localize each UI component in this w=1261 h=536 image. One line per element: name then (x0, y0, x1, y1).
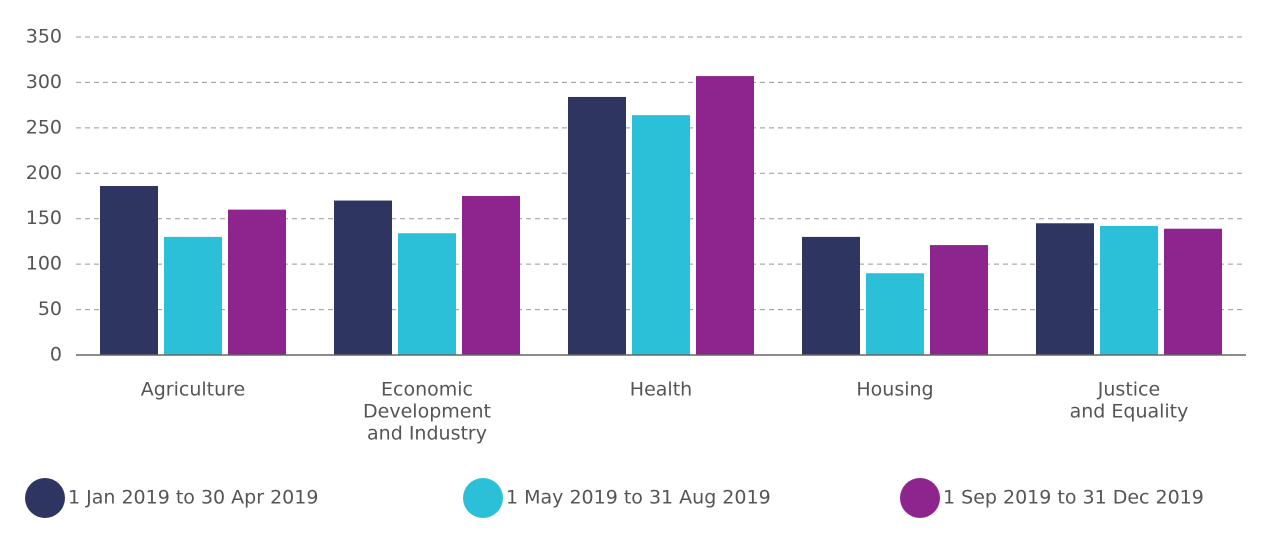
x-tick-label: Agriculture (141, 379, 246, 401)
bar (164, 236, 222, 355)
y-tick-label: 100 (26, 253, 62, 275)
legend-label: 1 Sep 2019 to 31 Dec 2019 (943, 487, 1204, 509)
y-tick-label: 0 (50, 344, 62, 366)
bar (398, 233, 456, 355)
bar (228, 209, 286, 355)
bar (334, 200, 392, 355)
bar (1164, 228, 1222, 355)
legend-marker (463, 478, 503, 518)
bar (462, 196, 520, 355)
x-tick-label: Justice (1097, 379, 1160, 401)
x-tick-label: Development (363, 401, 491, 423)
bar (866, 273, 924, 355)
legend-label: 1 Jan 2019 to 30 Apr 2019 (68, 487, 318, 509)
legend-marker (25, 478, 65, 518)
bar (100, 186, 158, 355)
y-tick-label: 200 (26, 162, 62, 184)
y-tick-label: 300 (26, 71, 62, 93)
bar (1100, 225, 1158, 355)
x-tick-label: and Equality (1070, 401, 1189, 423)
x-tick-label: and Industry (367, 423, 487, 445)
x-tick-label: Housing (856, 379, 933, 401)
x-tick-label: Health (630, 379, 692, 401)
legend-marker (900, 478, 940, 518)
legend-label: 1 May 2019 to 31 Aug 2019 (506, 487, 771, 509)
bar (568, 96, 626, 356)
bar (632, 115, 690, 355)
bar (802, 236, 860, 355)
y-tick-label: 150 (26, 207, 62, 229)
y-tick-label: 250 (26, 116, 62, 138)
bar (696, 76, 754, 355)
bar (930, 245, 988, 355)
y-tick-label: 350 (26, 26, 62, 48)
x-tick-label: Economic (381, 379, 473, 401)
y-tick-label: 50 (38, 298, 62, 320)
bar (1036, 223, 1094, 355)
